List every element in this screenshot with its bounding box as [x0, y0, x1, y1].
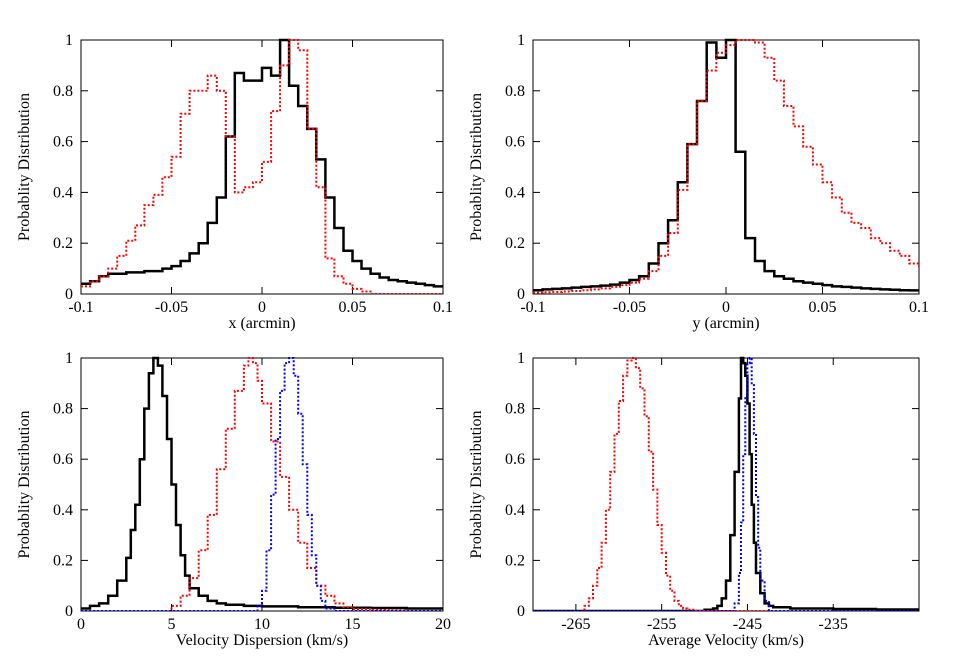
y-tick-label: 0.4	[505, 502, 525, 519]
series-line-1	[81, 356, 443, 610]
x-tick-label: -235	[819, 616, 848, 633]
y-tick-label: 1	[65, 32, 73, 49]
x-tick-label: -0.05	[613, 299, 646, 316]
x-tick-label: -0.05	[155, 299, 188, 316]
x-tick-label: 0.1	[433, 299, 453, 316]
x-tick-label: -265	[561, 616, 590, 633]
x-tick-label: 0	[258, 299, 266, 316]
y-tick-label: 0.4	[53, 502, 73, 519]
chart-panel-4: -265 -255 -245 -235 0 0.2 0.4 0.6 0.8 1 Average Ve…	[468, 350, 920, 649]
series-line-1	[533, 356, 919, 611]
y-tick-label: 0.2	[505, 235, 525, 252]
series-line-2	[533, 357, 919, 611]
x-tick-label: 0	[77, 616, 85, 633]
y-tick-label: 0.8	[505, 401, 525, 418]
plot-frame	[80, 357, 444, 612]
x-tick-label: 0.05	[809, 299, 837, 316]
series-line-1	[81, 38, 443, 288]
x-tick-label: -255	[647, 616, 676, 633]
x-tick-label: 10	[254, 616, 270, 633]
y-tick-label: 0.8	[505, 83, 525, 100]
series-line-2	[81, 39, 443, 294]
x-tick-label: 20	[435, 616, 451, 633]
series-line-2	[533, 39, 919, 294]
x-axis-label: y (arcmin)	[692, 315, 759, 332]
y-axis-label: Probablity Distribution	[16, 411, 33, 559]
y-tick-label: 0.6	[505, 134, 525, 151]
x-tick-label: 15	[345, 616, 361, 633]
plot-frame	[532, 39, 920, 295]
x-axis-label: x (arcmin)	[228, 315, 295, 332]
x-tick-label: 0.1	[909, 299, 929, 316]
y-tick-label: 0.4	[53, 184, 73, 201]
y-tick-label: 0.6	[53, 134, 73, 151]
y-tick-label: 0.2	[505, 552, 525, 569]
plot-frame	[532, 357, 920, 612]
y-axis-label: Probablity Distribution	[16, 93, 33, 241]
y-axis-label: Probablity Distribution	[468, 411, 485, 559]
x-tick-label: -0.1	[68, 299, 93, 316]
y-tick-label: 1	[65, 350, 73, 367]
y-axis-label: Probablity Distribution	[468, 93, 485, 241]
x-tick-label: 0.05	[339, 299, 367, 316]
y-tick-label: 0	[517, 286, 525, 303]
x-axis-label: Velocity Dispersion (km/s)	[176, 632, 348, 649]
x-tick-label: -0.1	[520, 299, 545, 316]
y-tick-label: 0	[517, 603, 525, 620]
y-tick-label: 0.2	[53, 552, 73, 569]
y-tick-label: 0.6	[53, 451, 73, 468]
y-tick-label: 0.4	[505, 184, 525, 201]
y-tick-label: 1	[517, 350, 525, 367]
chart-panel-3: 0 5 10 15 20 0 0.2 0.4 0.6 0.8 1 Velocity Dispersio…	[16, 350, 451, 649]
y-tick-label: 0.2	[53, 235, 73, 252]
chart-panel-1: -0.1 -0.05 0 0.05 0.1 0 0.2 0.4 0.6 0.8 1 x (arcmin…	[16, 32, 453, 332]
x-tick-label: 5	[168, 616, 176, 633]
y-tick-label: 0.8	[53, 401, 73, 418]
chart-panel-2: -0.1 -0.05 0 0.05 0.1 0 0.2 0.4 0.6 0.8 1 y (arcmin…	[468, 32, 929, 332]
y-tick-label: 0.8	[53, 83, 73, 100]
series-line-2	[81, 357, 443, 611]
x-tick-label: -245	[733, 616, 762, 633]
x-tick-label: 0	[722, 299, 730, 316]
y-tick-label: 0	[65, 286, 73, 303]
series-line-1	[533, 38, 919, 292]
y-tick-label: 1	[517, 32, 525, 49]
series-line-3	[81, 357, 443, 611]
y-tick-label: 0.6	[505, 451, 525, 468]
y-tick-label: 0	[65, 603, 73, 620]
x-axis-label: Average Velocity (km/s)	[648, 632, 804, 649]
series-line-3	[533, 357, 919, 611]
